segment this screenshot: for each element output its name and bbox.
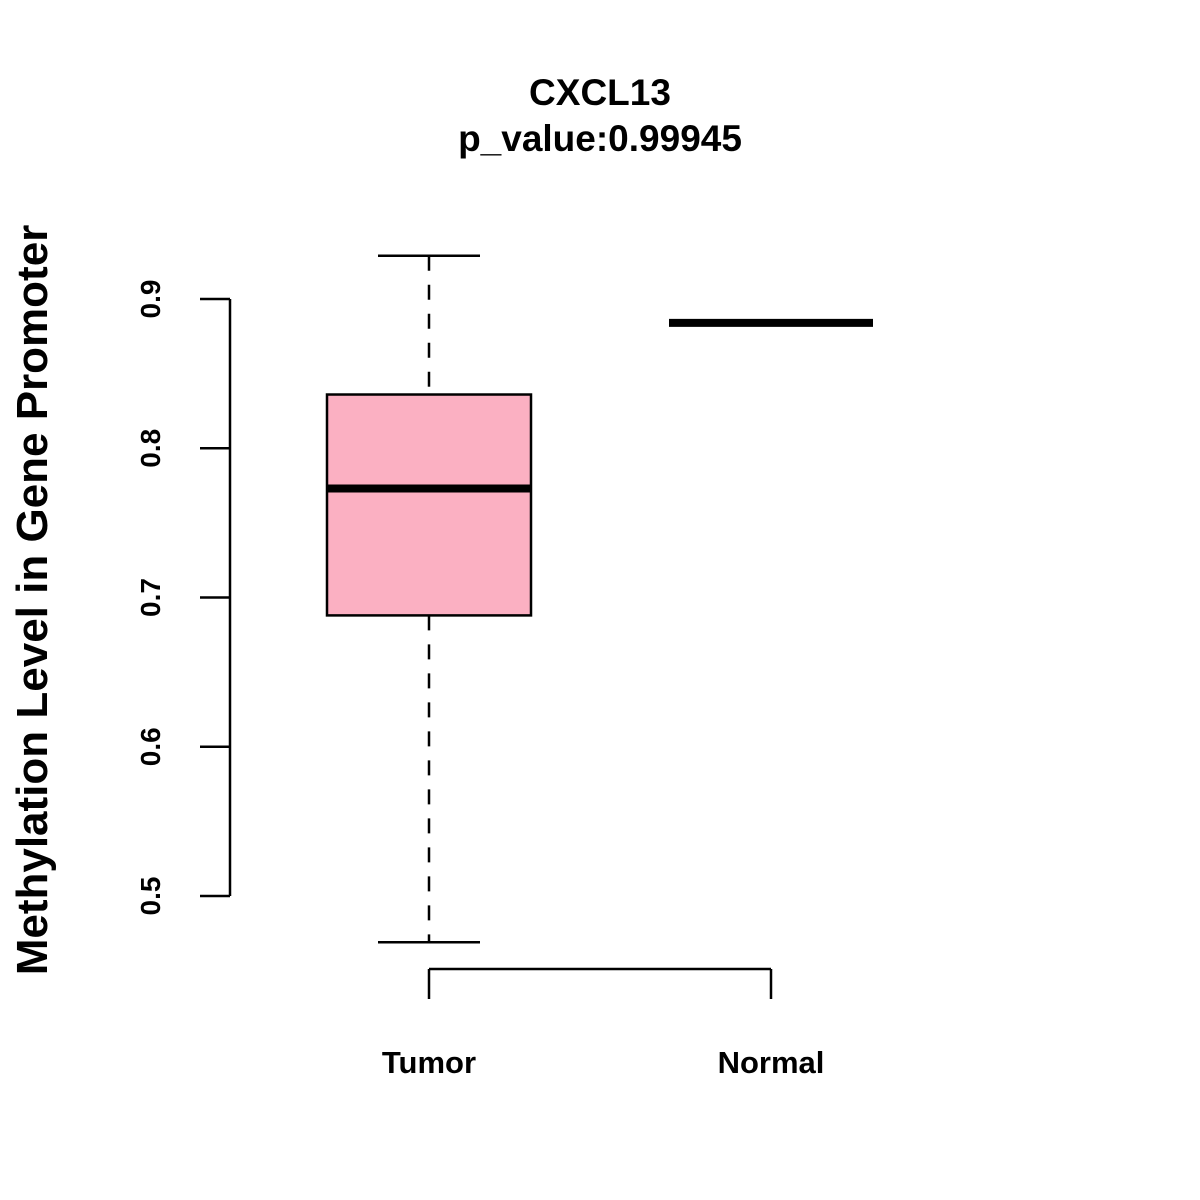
x-tick-label: Normal — [718, 1045, 825, 1080]
chart-title: CXCL13 — [529, 72, 671, 113]
y-tick-label: 0.5 — [135, 877, 166, 916]
y-axis: 0.5 0.6 0.7 0.8 0.9 — [135, 280, 232, 916]
y-tick-label: 0.6 — [135, 727, 166, 766]
y-tick-label: 0.7 — [135, 578, 166, 617]
x-axis: Tumor Normal — [382, 967, 825, 1080]
y-tick-label: 0.8 — [135, 429, 166, 468]
box-tumor — [325, 393, 533, 617]
x-tick-label: Tumor — [382, 1045, 476, 1080]
boxes-group — [325, 254, 873, 944]
chart-subtitle: p_value:0.99945 — [458, 118, 742, 159]
y-axis-label: Methylation Level in Gene Promoter — [8, 225, 57, 976]
y-tick-label: 0.9 — [135, 280, 166, 319]
